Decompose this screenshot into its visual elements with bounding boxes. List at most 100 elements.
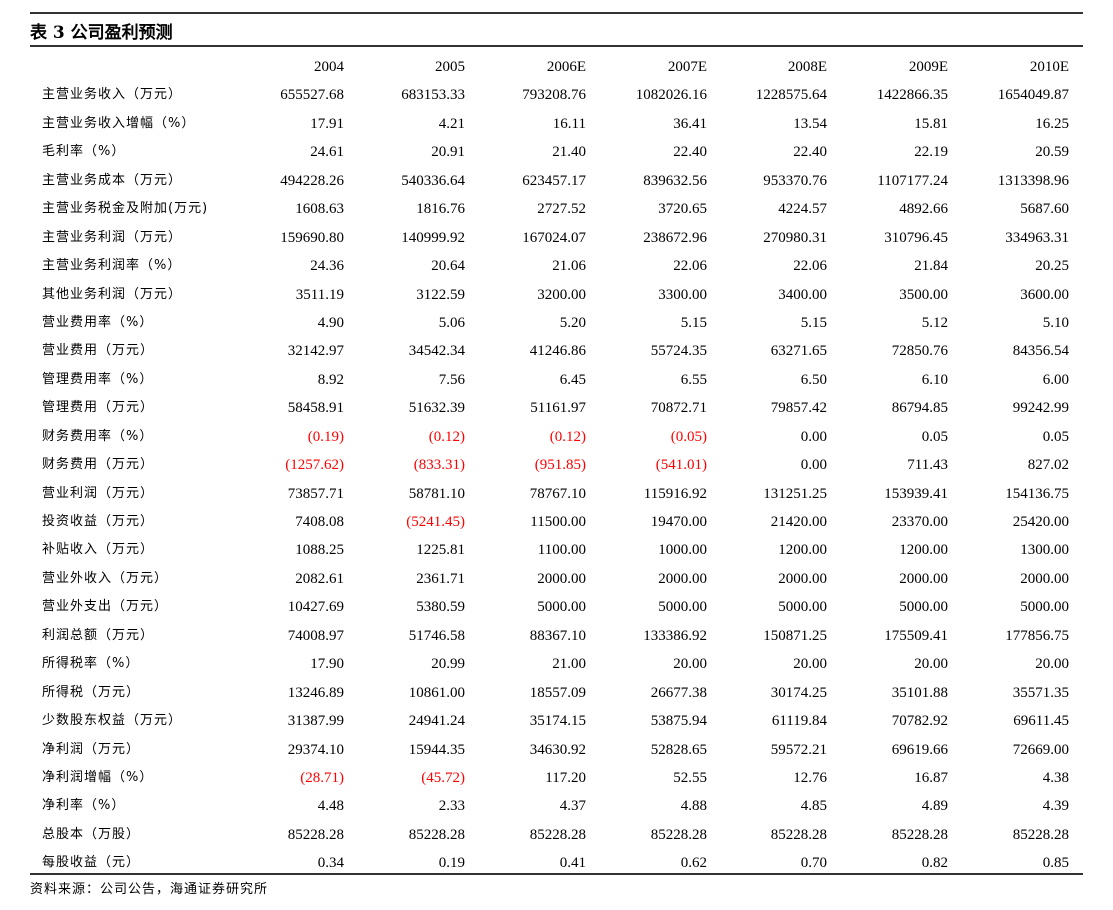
table-cell: 6.10 xyxy=(921,371,948,388)
table-cell: 20.00 xyxy=(673,656,707,673)
table-cell: 115916.92 xyxy=(643,485,707,502)
table-cell: 4.89 xyxy=(921,798,948,815)
table-cell: 1200.00 xyxy=(778,542,827,559)
table-row: 其他业务利润（万元） 3511.19 3122.59 3200.00 3300.00 34… xyxy=(0,284,1113,312)
row-label: 主营业务税金及附加(万元) xyxy=(42,201,209,217)
table-cell: 20.00 xyxy=(914,656,948,673)
row-label: 管理费用率（%） xyxy=(42,371,154,387)
table-cell: 1100.00 xyxy=(537,542,586,559)
table-cell: 953370.76 xyxy=(763,172,827,189)
table-cell: 1654049.87 xyxy=(997,87,1069,104)
table-cell: 16.25 xyxy=(1035,115,1069,132)
table-cell: 5000.00 xyxy=(1020,599,1069,616)
row-label: 所得税率（%） xyxy=(42,656,140,672)
table-cell: (45.72) xyxy=(421,769,465,786)
table-cell: 21420.00 xyxy=(770,514,827,530)
table-cell: 4.37 xyxy=(559,798,586,815)
table-cell: 1000.00 xyxy=(658,542,707,559)
table-cell: 5.15 xyxy=(800,314,827,331)
table-cell: 32142.97 xyxy=(287,343,344,360)
table-cell: 5000.00 xyxy=(537,599,586,616)
table-cell: 74008.97 xyxy=(287,627,344,644)
row-label: 每股收益（元） xyxy=(42,855,141,871)
table-row: 主营业务税金及附加(万元) 1608.63 1816.76 2727.52 3720.6… xyxy=(0,198,1113,226)
table-cell: 5687.60 xyxy=(1020,201,1069,218)
row-label: 主营业务利润（万元） xyxy=(42,229,183,245)
table-cell: 61119.84 xyxy=(771,713,827,730)
table-cell: 0.62 xyxy=(680,855,707,872)
table-cell: 1082026.16 xyxy=(635,87,707,104)
table-cell: 623457.17 xyxy=(522,172,586,189)
table-cell: 85228.28 xyxy=(650,826,707,843)
table-cell: 175509.41 xyxy=(884,627,948,644)
column-header: 2006E xyxy=(546,59,586,75)
row-label: 主营业务利润率（%） xyxy=(42,258,182,274)
table-cell: 70782.92 xyxy=(891,713,948,730)
table-cell: 6.50 xyxy=(800,371,827,388)
table-cell: 69619.66 xyxy=(891,741,948,758)
table-cell: 24.36 xyxy=(310,258,344,275)
table-cell: 29374.10 xyxy=(287,741,344,758)
row-label: 主营业务收入（万元） xyxy=(42,87,183,103)
table-cell: 20.00 xyxy=(1035,656,1069,673)
source-note: 资料来源：公司公告，海通证券研究所 xyxy=(30,882,269,897)
table-cell: 23370.00 xyxy=(891,514,948,530)
table-cell: 69611.45 xyxy=(1013,713,1069,730)
table-cell: 3600.00 xyxy=(1020,286,1069,303)
table-row: 主营业务利润率（%） 24.36 20.64 21.06 22.06 22.06 21.84… xyxy=(0,255,1113,283)
row-label: 管理费用（万元） xyxy=(42,400,155,416)
table-cell: 1200.00 xyxy=(899,542,948,559)
table-cell: 2361.71 xyxy=(416,570,465,587)
table-row: 营业费用率（%） 4.90 5.06 5.20 5.15 5.15 5.12 5.10 xyxy=(0,312,1113,340)
table-cell: 34630.92 xyxy=(529,741,586,758)
table-row: 财务费用（万元） (1257.62) (833.31) (951.85) (541.01… xyxy=(0,454,1113,482)
table-cell: 22.19 xyxy=(914,144,948,161)
table-cell: 35101.88 xyxy=(891,684,948,701)
table-cell: 2727.52 xyxy=(537,201,586,218)
table-cell: 5000.00 xyxy=(658,599,707,616)
table-cell: 4.38 xyxy=(1042,769,1069,786)
table-cell: 7408.08 xyxy=(295,514,344,530)
table-row: 补贴收入（万元） 1088.25 1225.81 1100.00 1000.00 1200… xyxy=(0,539,1113,567)
table-cell: 79857.42 xyxy=(770,400,827,417)
row-label: 财务费用率（%） xyxy=(42,428,154,444)
table-cell: 34542.34 xyxy=(408,343,465,360)
table-cell: 4.85 xyxy=(800,798,827,815)
table-cell: 0.82 xyxy=(921,855,948,872)
table-cell: 4.88 xyxy=(680,798,707,815)
row-label: 利润总额（万元） xyxy=(42,627,155,643)
table-cell: 5.15 xyxy=(680,314,707,331)
table-cell: 0.70 xyxy=(800,855,827,872)
table-cell: 4224.57 xyxy=(778,201,827,218)
table-cell: 78767.10 xyxy=(529,485,586,502)
table-cell: 159690.80 xyxy=(280,229,344,246)
table-cell: 0.00 xyxy=(800,428,827,445)
table-row: 管理费用率（%） 8.92 7.56 6.45 6.55 6.50 6.10 6.00 xyxy=(0,369,1113,397)
table-cell: 12.76 xyxy=(793,769,827,786)
table-cell: 150871.25 xyxy=(763,627,827,644)
table-cell: 52.55 xyxy=(673,769,707,786)
row-label: 总股本（万股） xyxy=(42,826,141,842)
table-cell: 84356.54 xyxy=(1012,343,1069,360)
table-cell: 36.41 xyxy=(673,115,707,132)
table-cell: 53875.94 xyxy=(650,713,707,730)
table-cell: 85228.28 xyxy=(287,826,344,843)
table-cell: 15.81 xyxy=(914,115,948,132)
table-cell: 540336.64 xyxy=(401,172,465,189)
table-cell: 2000.00 xyxy=(537,570,586,587)
table-cell: 1088.25 xyxy=(295,542,344,559)
table-cell: 20.25 xyxy=(1035,258,1069,275)
table-cell: 25420.00 xyxy=(1012,514,1069,530)
table-cell: 4.48 xyxy=(317,798,344,815)
top-rule xyxy=(30,12,1083,14)
table-cell: 55724.35 xyxy=(650,343,707,360)
table-row: 净利率（%） 4.48 2.33 4.37 4.88 4.85 4.89 4.39 xyxy=(0,795,1113,823)
table-row: 所得税（万元） 13246.89 10861.00 18557.09 26677.38 3… xyxy=(0,682,1113,710)
table-cell: 72850.76 xyxy=(891,343,948,360)
table-cell: 99242.99 xyxy=(1012,400,1069,417)
table-cell: 18557.09 xyxy=(529,684,586,701)
row-label: 主营业务收入增幅（%） xyxy=(42,115,196,131)
table-cell: 494228.26 xyxy=(280,172,344,189)
table-cell: 7.56 xyxy=(438,371,465,388)
table-cell: 10427.69 xyxy=(287,599,344,616)
